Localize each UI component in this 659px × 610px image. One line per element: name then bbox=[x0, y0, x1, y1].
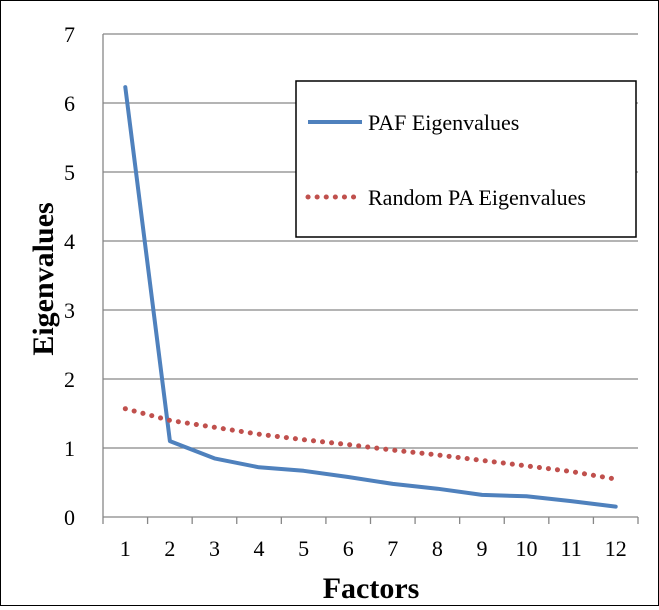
data-point-paf-4 bbox=[258, 466, 261, 469]
y-tick-label-3: 3 bbox=[64, 298, 75, 323]
data-point-paf-10 bbox=[525, 495, 528, 498]
x-tick-label-6: 6 bbox=[343, 536, 354, 561]
data-point-paf-9 bbox=[480, 493, 483, 496]
x-tick-label-10: 10 bbox=[516, 536, 538, 561]
data-point-paf-12 bbox=[614, 505, 617, 508]
x-tick-label-2: 2 bbox=[164, 536, 175, 561]
data-point-paf-6 bbox=[347, 475, 350, 478]
x-tick-label-7: 7 bbox=[387, 536, 398, 561]
data-point-random-pa-3 bbox=[213, 426, 216, 429]
x-tick-label-11: 11 bbox=[561, 536, 582, 561]
data-point-paf-1 bbox=[124, 86, 127, 89]
data-point-random-pa-4 bbox=[258, 433, 261, 436]
legend: PAF Eigenvalues Random PA Eigenvalues bbox=[295, 80, 637, 238]
y-tick-label-7: 7 bbox=[64, 22, 75, 47]
data-point-random-pa-8 bbox=[436, 453, 439, 456]
series-lines bbox=[122, 85, 619, 509]
y-tick-label-0: 0 bbox=[64, 505, 75, 530]
x-tick-label-8: 8 bbox=[432, 536, 443, 561]
data-point-random-pa-1 bbox=[124, 407, 127, 410]
y-axis-title: Eigenvalues bbox=[27, 202, 60, 355]
series-line-paf bbox=[123, 85, 618, 509]
x-tick-label-9: 9 bbox=[476, 536, 487, 561]
data-point-paf-8 bbox=[436, 487, 439, 490]
data-point-random-pa-10 bbox=[525, 464, 528, 467]
series-line-random-pa bbox=[122, 406, 619, 482]
x-tick-label-3: 3 bbox=[209, 536, 220, 561]
y-tick-label-1: 1 bbox=[64, 436, 75, 461]
y-tick-label-2: 2 bbox=[64, 367, 75, 392]
data-point-random-pa-11 bbox=[570, 470, 573, 473]
x-tick-label-5: 5 bbox=[298, 536, 309, 561]
data-point-random-pa-6 bbox=[347, 443, 350, 446]
legend-label-random-pa: Random PA Eigenvalues bbox=[368, 185, 586, 210]
x-tick-label-12: 12 bbox=[605, 536, 627, 561]
x-axis-title: Factors bbox=[323, 572, 420, 605]
x-tick-label-1: 1 bbox=[120, 536, 131, 561]
data-point-paf-3 bbox=[213, 457, 216, 460]
data-point-paf-11 bbox=[570, 500, 573, 503]
data-point-paf-2 bbox=[168, 440, 171, 443]
data-point-random-pa-12 bbox=[614, 478, 617, 481]
data-point-random-pa-2 bbox=[168, 419, 171, 422]
data-point-paf-7 bbox=[391, 482, 394, 485]
y-tick-label-4: 4 bbox=[64, 229, 75, 254]
legend-box bbox=[295, 80, 637, 238]
data-point-random-pa-5 bbox=[302, 438, 305, 441]
y-tick-label-5: 5 bbox=[64, 160, 75, 185]
data-point-random-pa-9 bbox=[480, 459, 483, 462]
x-tick-label-4: 4 bbox=[254, 536, 265, 561]
y-tick-label-6: 6 bbox=[64, 91, 75, 116]
legend-label-paf: PAF Eigenvalues bbox=[368, 110, 519, 135]
data-point-random-pa-7 bbox=[391, 449, 394, 452]
data-point-paf-5 bbox=[302, 469, 305, 472]
